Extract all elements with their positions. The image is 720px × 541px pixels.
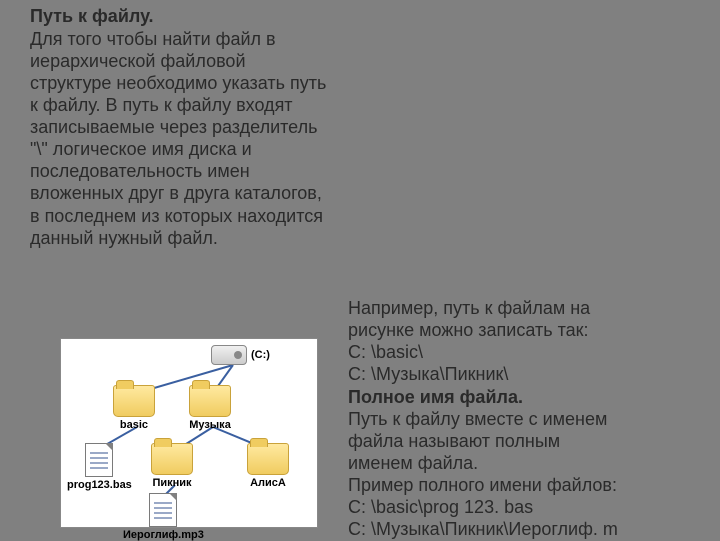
path-title: Путь к файлу.: [30, 6, 330, 28]
node-iero: Иероглиф.mp3: [123, 493, 204, 541]
node-alisa: АлисА: [247, 443, 289, 489]
node-drive: (C:): [211, 345, 247, 367]
fullname-title: Полное имя файла.: [348, 386, 700, 408]
folder-icon: [189, 385, 231, 417]
example-l3: C: \basic\: [348, 341, 700, 363]
example-l2: рисунке можно записать так:: [348, 319, 700, 341]
fullname-l3: именем файла.: [348, 452, 700, 474]
fullname-ex1: C: \basic\prog 123. bas: [348, 496, 700, 518]
drive-icon: [211, 345, 247, 365]
music-label: Музыка: [189, 419, 231, 431]
example-l1: Например, путь к файлам на: [348, 297, 700, 319]
right-column: Например, путь к файлам на рисунке можно…: [348, 297, 700, 540]
file-tree-diagram: (C:) basic Музыка prog123.bas Пикник Али…: [60, 338, 318, 528]
folder-icon: [151, 443, 193, 475]
folder-icon: [113, 385, 155, 417]
node-piknik: Пикник: [151, 443, 193, 489]
piknik-label: Пикник: [151, 477, 193, 489]
folder-icon: [247, 443, 289, 475]
file-icon: [85, 443, 113, 477]
example-l4: C: \Музыка\Пикник\: [348, 363, 700, 385]
fullname-l2: файла называют полным: [348, 430, 700, 452]
fullname-ex2: C: \Музыка\Пикник\Иероглиф. m: [348, 518, 700, 540]
fullname-ex-label: Пример полного имени файлов:: [348, 474, 700, 496]
left-column: Путь к файлу. Для того чтобы найти файл …: [30, 6, 330, 249]
drive-label: (C:): [251, 349, 270, 361]
fullname-l1: Путь к файлу вместе с именем: [348, 408, 700, 430]
prog-label: prog123.bas: [67, 479, 132, 491]
alisa-label: АлисА: [247, 477, 289, 489]
node-basic: basic: [113, 385, 155, 431]
node-prog: prog123.bas: [67, 443, 132, 491]
node-music: Музыка: [189, 385, 231, 431]
file-icon: [149, 493, 177, 527]
iero-label: Иероглиф.mp3: [123, 529, 204, 541]
basic-label: basic: [113, 419, 155, 431]
path-body: Для того чтобы найти файл в иерархическо…: [30, 28, 330, 249]
